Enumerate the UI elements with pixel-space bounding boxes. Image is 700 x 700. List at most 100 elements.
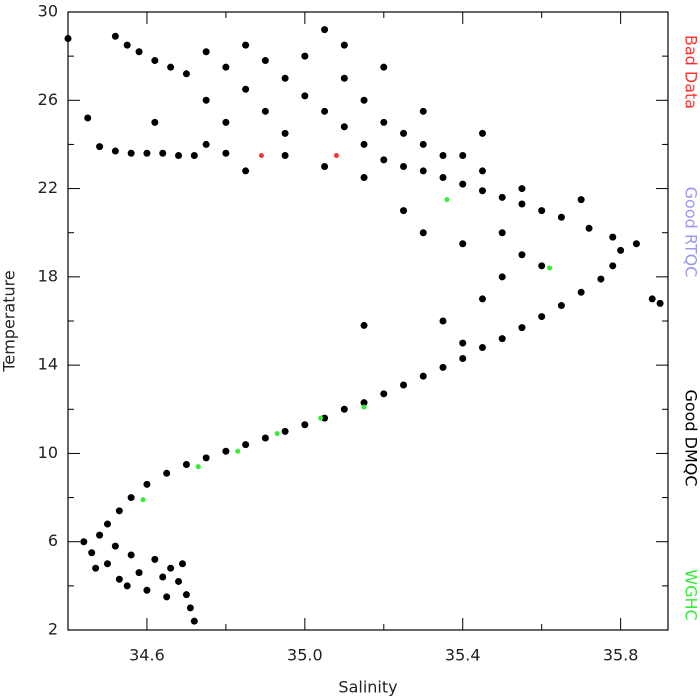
- data-point: [498, 335, 506, 343]
- data-point: [175, 577, 183, 585]
- data-point: [202, 48, 210, 56]
- data-point: [190, 617, 198, 625]
- data-point: [498, 193, 506, 201]
- data-point: [182, 591, 190, 599]
- data-point: [478, 129, 486, 137]
- data-point: [648, 295, 656, 303]
- data-point: [459, 180, 467, 188]
- data-point: [281, 129, 289, 137]
- data-point: [127, 494, 135, 502]
- data-point: [321, 107, 329, 115]
- data-point: [182, 70, 190, 78]
- plot-frame: [67, 11, 669, 631]
- data-point: [103, 520, 111, 528]
- data-point: [478, 187, 486, 195]
- data-point: [222, 63, 230, 71]
- data-point: [340, 405, 348, 413]
- data-point: [360, 96, 368, 104]
- data-point: [140, 497, 146, 503]
- data-point: [360, 321, 368, 329]
- data-point: [518, 251, 526, 259]
- data-point: [321, 414, 329, 422]
- data-point: [96, 143, 104, 151]
- data-point: [202, 454, 210, 462]
- x-axis-label: Salinity: [338, 678, 397, 697]
- data-point: [585, 224, 593, 232]
- data-point: [92, 564, 100, 572]
- data-point: [380, 390, 388, 398]
- data-point: [190, 151, 198, 159]
- data-point: [242, 41, 250, 49]
- data-point: [557, 213, 565, 221]
- data-point: [439, 363, 447, 371]
- data-point: [459, 339, 467, 347]
- y-tick-label: 2: [48, 620, 58, 639]
- data-point: [419, 140, 427, 148]
- x-tick-label: 34.6: [129, 646, 165, 665]
- legend-entry: Good DMQC: [682, 389, 700, 486]
- data-point: [419, 229, 427, 237]
- data-point: [340, 74, 348, 82]
- data-point: [261, 107, 269, 115]
- data-point: [178, 560, 186, 568]
- data-point: [538, 313, 546, 321]
- data-point: [459, 151, 467, 159]
- data-point: [301, 92, 309, 100]
- data-point: [518, 185, 526, 193]
- data-point: [242, 441, 250, 449]
- data-point: [380, 118, 388, 126]
- data-point: [301, 52, 309, 60]
- x-tick-label: 35.0: [287, 646, 323, 665]
- data-point: [318, 415, 324, 421]
- data-point: [361, 404, 367, 410]
- data-point: [498, 229, 506, 237]
- data-point: [64, 34, 72, 42]
- data-point: [609, 233, 617, 241]
- data-point: [151, 118, 159, 126]
- legend-entry: WGHC: [682, 569, 700, 620]
- data-point: [88, 549, 96, 557]
- data-point: [222, 118, 230, 126]
- data-point: [478, 167, 486, 175]
- data-point: [135, 569, 143, 577]
- data-point: [175, 151, 183, 159]
- data-point: [242, 167, 250, 175]
- data-point: [151, 555, 159, 563]
- x-tick-label: 35.8: [603, 646, 639, 665]
- x-tick-label: 35.4: [445, 646, 481, 665]
- data-point: [360, 399, 368, 407]
- data-point: [123, 582, 131, 590]
- data-point: [597, 275, 605, 283]
- data-point: [360, 174, 368, 182]
- data-point: [235, 448, 241, 454]
- data-point: [340, 123, 348, 131]
- data-point: [478, 295, 486, 303]
- data-point: [340, 41, 348, 49]
- data-point: [258, 152, 264, 158]
- data-point: [498, 273, 506, 281]
- data-point: [518, 324, 526, 332]
- data-point: [538, 262, 546, 270]
- data-point: [143, 586, 151, 594]
- data-point: [577, 288, 585, 296]
- data-point: [80, 538, 88, 546]
- data-point: [281, 74, 289, 82]
- data-point: [360, 140, 368, 148]
- data-point: [195, 464, 201, 470]
- data-point: [111, 147, 119, 155]
- data-point: [518, 200, 526, 208]
- data-point: [459, 240, 467, 248]
- data-point: [439, 174, 447, 182]
- data-point: [103, 560, 111, 568]
- y-tick-label: 22: [38, 178, 58, 197]
- legend-entry: Bad Data: [682, 35, 700, 109]
- data-point: [202, 140, 210, 148]
- data-point: [222, 447, 230, 455]
- data-point: [84, 114, 92, 122]
- data-point: [419, 107, 427, 115]
- data-point: [242, 85, 250, 93]
- data-point: [439, 317, 447, 325]
- data-point: [96, 531, 104, 539]
- data-point: [111, 32, 119, 40]
